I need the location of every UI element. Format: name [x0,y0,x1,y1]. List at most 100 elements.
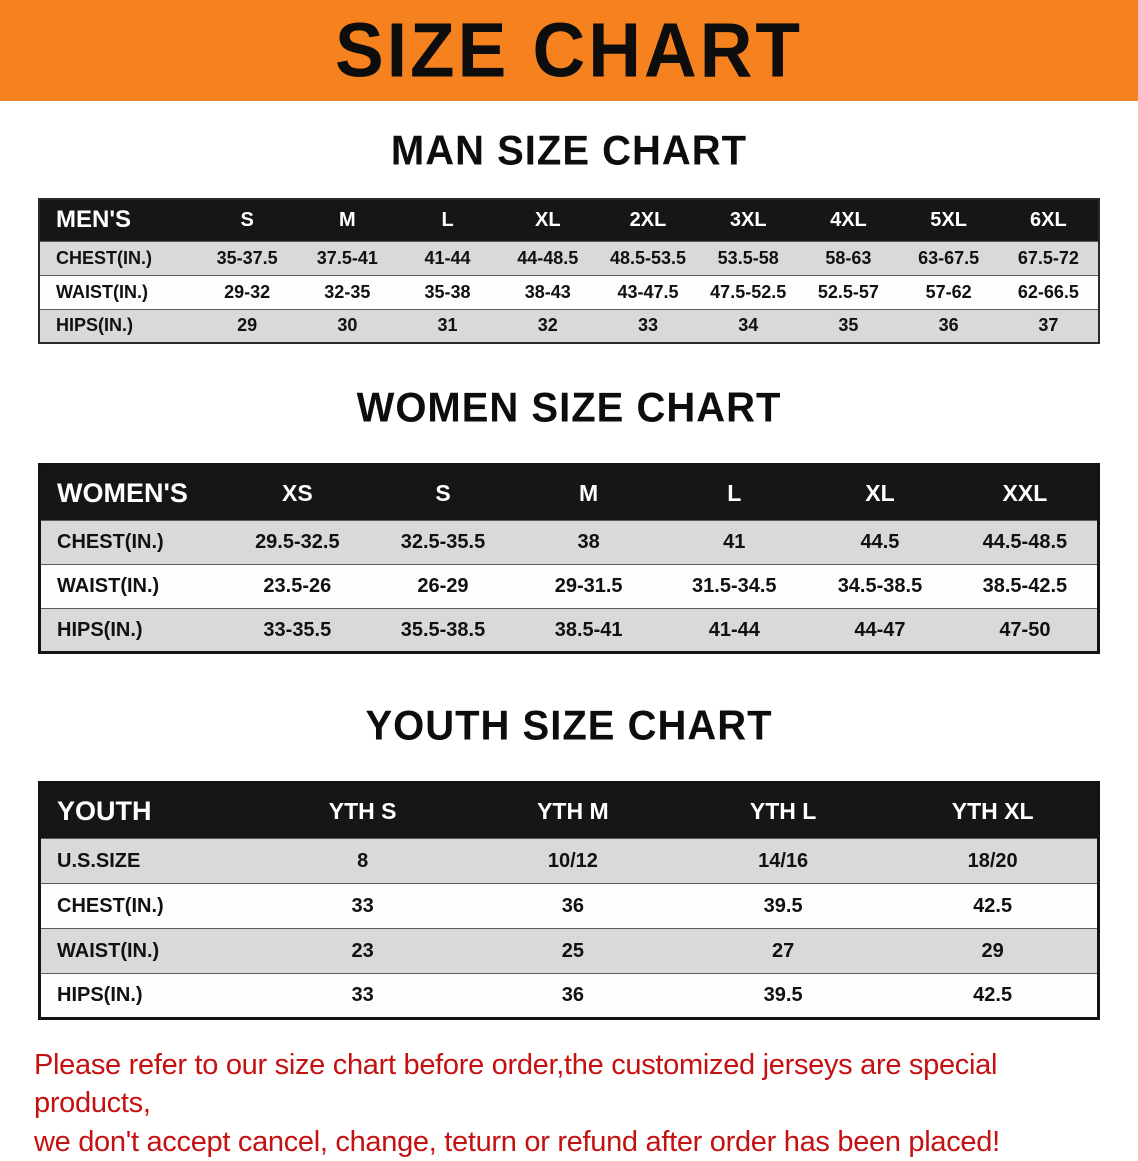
size-value-cell: 34 [738,315,759,336]
row-label: WAIST(IN.) [57,939,160,962]
size-value-cell: 35.5-38.5 [400,618,486,641]
size-value-cell: 36 [561,984,584,1006]
size-value-cell: 37.5-41 [316,247,378,268]
table-header-row: MEN'S S M L XL 2XL 3XL 4XL 5XL 6XL [39,199,1099,241]
size-value-cell: 52.5-57 [817,281,879,302]
size-value-cell: 32 [537,315,558,336]
size-value-cell: 38 [577,531,600,553]
table-row: CHEST(IN.) 33 36 39.5 42.5 [39,883,1099,929]
size-value-cell: 35 [838,315,859,336]
size-value-cell: 38-43 [524,281,571,302]
banner: SIZE CHART [0,0,1138,101]
size-value-cell: 10/12 [547,849,598,872]
section-men: MAN SIZE CHART MEN'S S M L XL 2XL 3XL 4XL 5XL 6XL… [0,128,1138,344]
section-youth: YOUTH SIZE CHART YOUTH YTH S YTH M YTH L YTH… [0,703,1138,1020]
size-column-header: 4XL [830,208,867,231]
table-row: CHEST(IN.) 35-37.5 37.5-41 41-44 44-48.5 48.5… [39,241,1099,275]
size-value-cell: 26-29 [417,575,469,597]
table-row: HIPS(IN.) 29 30 31 32 33 34 35 36 37 [39,309,1099,343]
size-value-cell: 31.5-34.5 [692,575,777,597]
row-label: HIPS(IN.) [57,618,143,641]
size-column-header: 2XL [629,208,667,231]
women-size-chart-heading: WOMEN SIZE CHART [356,385,782,431]
size-value-cell: 32.5-35.5 [400,531,486,553]
size-value-cell: 14/16 [758,849,809,872]
men-size-table: MEN'S S M L XL 2XL 3XL 4XL 5XL 6XL CHEST(IN.) 35-37… [38,198,1100,344]
section-women: WOMEN SIZE CHART WOMEN'S XS S M L XL XXL CHEST(… [0,385,1138,654]
row-label: CHEST(IN.) [56,247,152,268]
size-column-header: S [240,208,254,231]
size-column-header: YTH M [537,797,609,824]
size-value-cell: 29 [981,939,1004,962]
size-column-header: YTH L [749,797,817,824]
size-value-cell: 41-44 [708,618,760,641]
size-value-cell: 23.5-26 [263,575,332,597]
row-label: CHEST(IN.) [57,894,164,917]
table-row: HIPS(IN.) 33 36 39.5 42.5 [39,973,1099,1019]
row-label: HIPS(IN.) [57,984,143,1006]
table-row: U.S.SIZE 8 10/12 14/16 18/20 [39,838,1099,884]
men-size-chart-heading: MAN SIZE CHART [390,128,748,174]
size-value-cell: 33 [637,315,658,336]
size-value-cell: 25 [561,939,584,962]
youth-size-chart-heading: YOUTH SIZE CHART [365,703,773,749]
size-value-cell: 30 [337,315,358,336]
table-category-header: MEN'S [56,206,132,234]
size-value-cell: 44.5-48.5 [982,531,1068,553]
size-value-cell: 33-35.5 [263,618,332,641]
size-value-cell: 43-47.5 [617,281,679,302]
size-value-cell: 33 [351,984,374,1006]
size-column-header: 3XL [729,208,767,231]
size-value-cell: 41-44 [424,247,471,268]
size-value-cell: 35-38 [424,281,471,302]
size-value-cell: 44-48.5 [517,247,579,268]
size-value-cell: 23 [351,939,374,962]
size-value-cell: 39.5 [763,984,803,1006]
table-row: CHEST(IN.) 29.5-32.5 32.5-35.5 38 41 44.5 44.5… [39,520,1099,565]
size-column-header: XL [534,208,561,231]
size-value-cell: 44-47 [854,618,906,641]
women-size-table: WOMEN'S XS S M L XL XXL CHEST(IN.) 29.5-32.5 32.5… [38,463,1100,654]
table-row: WAIST(IN.) 23 25 27 29 [39,928,1099,974]
disclaimer-line-1: Please refer to our size chart before or… [34,1049,998,1120]
size-value-cell: 58-63 [825,247,872,268]
size-column-header: XS [281,479,313,506]
size-value-cell: 38.5-41 [554,618,623,641]
youth-size-table: YOUTH YTH S YTH M YTH L YTH XL U.S.SIZE 8 10/12… [38,781,1100,1020]
size-value-cell: 37 [1038,315,1059,336]
size-value-cell: 63-67.5 [918,247,980,268]
table-row: WAIST(IN.) 23.5-26 26-29 29-31.5 31.5-34.5 34… [39,564,1099,609]
row-label: WAIST(IN.) [57,575,160,597]
table-header-row: WOMEN'S XS S M L XL XXL [39,464,1099,521]
row-label: CHEST(IN.) [57,531,164,553]
table-header-row: YOUTH YTH S YTH M YTH L YTH XL [39,782,1099,839]
size-column-header: L [727,479,742,506]
size-value-cell: 47.5-52.5 [710,281,787,302]
size-value-cell: 31 [437,315,458,336]
size-value-cell: 44.5 [860,531,900,553]
size-value-cell: 18/20 [967,849,1018,872]
row-label: WAIST(IN.) [56,281,148,302]
size-column-header: XL [865,479,895,506]
size-value-cell: 41 [723,531,746,553]
size-column-header: 6XL [1030,208,1067,231]
row-label: HIPS(IN.) [56,315,134,336]
size-value-cell: 36 [938,315,959,336]
size-column-header: 5XL [930,208,967,231]
size-column-header: S [435,479,451,506]
size-value-cell: 29-32 [224,281,271,302]
disclaimer-line-2: we don't accept cancel, change, teturn o… [34,1125,1000,1158]
size-value-cell: 67.5-72 [1017,247,1079,268]
size-value-cell: 42.5 [973,894,1013,917]
table-row: HIPS(IN.) 33-35.5 35.5-38.5 38.5-41 41-44 44-… [39,608,1099,653]
size-column-header: XXL [1002,479,1048,506]
size-column-header: M [579,479,599,506]
size-column-header: YTH S [328,797,397,824]
size-value-cell: 29-31.5 [554,575,623,597]
size-column-header: YTH XL [951,797,1034,824]
size-value-cell: 29 [237,315,258,336]
size-value-cell: 47-50 [999,618,1051,641]
disclaimer: Please refer to our size chart before or… [34,1046,1104,1161]
size-value-cell: 39.5 [763,894,803,917]
